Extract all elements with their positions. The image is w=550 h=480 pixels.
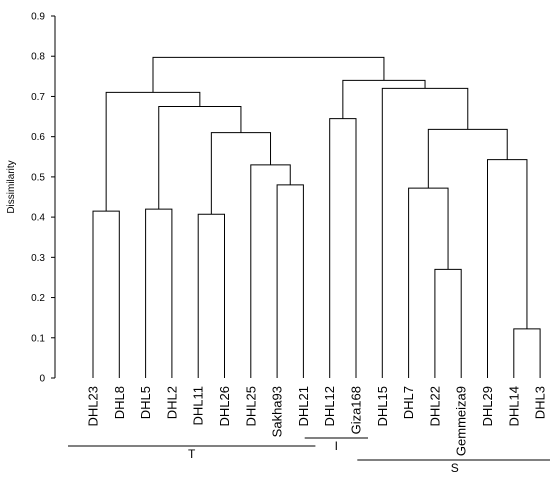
dendrogram-link (427, 128, 508, 189)
leaf-label: DHL8 (112, 386, 127, 419)
dendrogram-link (487, 159, 528, 378)
dendrogram-link (513, 328, 541, 378)
y-tick-label: 0.4 (31, 213, 45, 224)
dendrogram-link (381, 87, 469, 378)
leaf-label: DHL5 (138, 386, 153, 419)
group-brackets: T I S (68, 437, 550, 475)
leaf-label: DHL11 (191, 386, 206, 426)
group-label: I (335, 439, 338, 453)
y-tick-label: 0.7 (31, 92, 45, 103)
leaf-label: DHL22 (427, 386, 442, 426)
group-label: S (451, 461, 459, 475)
y-tick-label: 0.6 (31, 132, 45, 143)
leaf-label: DHL29 (480, 386, 495, 426)
leaf-label: DHL15 (375, 386, 390, 426)
dendrogram-link (342, 79, 426, 119)
y-tick-label: 0.2 (31, 293, 45, 304)
dendrogram-link (145, 208, 173, 378)
leaf-label: Giza168 (349, 386, 364, 434)
group-label: T (188, 447, 196, 461)
leaf-label: DHL14 (506, 386, 521, 426)
y-tick-label: 0.5 (31, 172, 45, 183)
dendrogram-link (197, 213, 225, 378)
y-axis: 0 0.1 0.2 0.3 0.4 0.5 0.6 0.7 0.8 0.9 (31, 12, 56, 385)
y-axis-title: Dissimilarity (6, 160, 17, 213)
dendrogram-links (92, 56, 541, 378)
leaf-labels: DHL23 DHL8 DHL5 DHL2 DHL11 DHL26 DHL25 Sakha93 D… (86, 386, 548, 456)
leaf-label: Gemmeiza9 (454, 386, 469, 456)
dendrogram-link (92, 210, 120, 378)
dendrogram-link (434, 268, 462, 378)
y-tick-label: 0.1 (31, 333, 45, 344)
dendrogram-link (152, 56, 385, 93)
leaf-label: DHL2 (164, 386, 179, 419)
leaf-label: DHL3 (533, 386, 548, 419)
dendrogram-link (408, 187, 449, 378)
dendrogram-link (210, 132, 272, 215)
y-tick-label: 0.9 (31, 12, 45, 23)
leaf-label: DHL7 (401, 386, 416, 419)
y-tick-label: 0.8 (31, 52, 45, 63)
y-tick-label: 0.3 (31, 253, 45, 264)
leaf-label: DHL12 (322, 386, 337, 426)
dendrogram-link (250, 164, 291, 378)
leaf-label: DHL23 (86, 386, 101, 426)
dendrogram-link (329, 118, 357, 378)
leaf-label: DHL25 (243, 386, 258, 426)
dendrogram-link (158, 106, 242, 210)
dendrogram-link (105, 91, 201, 212)
leaf-label: DHL21 (296, 386, 311, 426)
leaf-label: DHL26 (217, 386, 232, 426)
leaf-label: Sakha93 (270, 386, 285, 437)
y-tick-label: 0 (39, 374, 45, 385)
dendrogram-link (276, 184, 304, 378)
